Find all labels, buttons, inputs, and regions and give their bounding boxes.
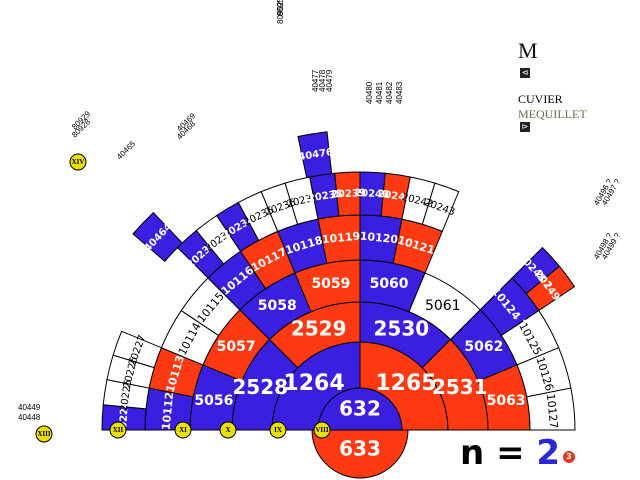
fan-cell-10125[interactable]: [500, 309, 560, 366]
fan-label-10112: 10112: [160, 391, 177, 430]
fan-cell-20233[interactable]: [195, 214, 242, 265]
fan-label-20238: 20238: [307, 189, 343, 205]
fan-label-5062: 5062: [464, 339, 503, 355]
generation-label-xi: XI: [179, 426, 187, 434]
root-person-bottom[interactable]: [311, 429, 409, 479]
fan-label-5056: 5056: [194, 393, 233, 409]
generation-marker-xiii[interactable]: [35, 425, 53, 443]
fan-label-20241: 20241: [377, 189, 413, 205]
fan-cell-20225[interactable]: [102, 379, 150, 410]
ancestor-number-40465: 40465: [115, 139, 137, 161]
ancestor-number-80953: 80953: [276, 0, 285, 16]
fan-cell-20241[interactable]: [380, 172, 411, 220]
generation-label-xiii: XIII: [37, 430, 51, 438]
fan-label-5063: 5063: [487, 393, 526, 409]
generation-marker-ix[interactable]: [269, 421, 287, 439]
fan-label-5058: 5058: [258, 298, 297, 314]
collapse-arrow-icon[interactable]: ⊲: [520, 68, 530, 78]
generation-marker-x[interactable]: [219, 421, 237, 439]
ancestor-number-40477: 40477: [311, 69, 320, 92]
fan-label-10119: 10119: [321, 230, 360, 247]
fan-label-2528: 2528: [232, 375, 288, 399]
generation-marker-xi[interactable]: [174, 421, 192, 439]
fan-cell-20227[interactable]: [112, 330, 163, 369]
fan-label-5060: 5060: [370, 276, 409, 292]
fan-label-2530: 2530: [373, 317, 429, 341]
fan-label-2531: 2531: [432, 375, 488, 399]
generation-equals: =: [496, 433, 525, 473]
fan-cell-20249[interactable]: [525, 265, 576, 312]
fan-label-5057: 5057: [217, 339, 256, 355]
fan-cell-20240[interactable]: [359, 171, 386, 217]
fan-cell-20232[interactable]: [176, 229, 225, 279]
ancestor-number-40449: 40449: [18, 403, 41, 412]
fan-extension-40476[interactable]: [297, 131, 333, 179]
fan-cell-20248[interactable]: [511, 246, 561, 295]
numbered-badge-icon[interactable]: 3: [563, 451, 575, 463]
generation-label-viii: VIII: [315, 426, 329, 434]
generation-marker-viii[interactable]: [313, 421, 331, 439]
fan-label-2529: 2529: [291, 317, 347, 341]
fan-label-5059: 5059: [311, 276, 350, 292]
ancestor-number-40482: 40482: [385, 81, 394, 104]
legend-surname-cuvier[interactable]: CUVIER: [518, 92, 563, 106]
legend-letter[interactable]: M: [518, 38, 538, 63]
fan-label-10127: 10127: [544, 393, 560, 429]
ancestor-number-40448: 40448: [18, 413, 41, 422]
ancestor-number-40481: 40481: [375, 81, 384, 104]
generation-marker-xiv[interactable]: [69, 153, 87, 171]
ancestor-number-80952: 80952: [276, 1, 285, 24]
fan-cell-20239[interactable]: [334, 171, 361, 217]
fan-label-20240: 20240: [354, 188, 389, 201]
fan-extension-40464[interactable]: [132, 211, 183, 263]
fan-cell-20243[interactable]: [421, 182, 460, 233]
fan-extension-label-40476: 40476: [298, 147, 334, 163]
generation-marker-xii[interactable]: [109, 421, 127, 439]
fan-cell-20234[interactable]: [215, 201, 260, 252]
fan-cell-20242[interactable]: [401, 176, 436, 225]
fan-cell-10126[interactable]: [516, 347, 572, 398]
generation-prefix: n: [460, 433, 485, 473]
ancestor-number-40478: 40478: [318, 69, 327, 92]
ancestor-number-40479: 40479: [325, 69, 334, 92]
fan-rings: [101, 131, 576, 479]
generation-count: n = 2: [460, 433, 560, 473]
fan-label-20225: 20225: [119, 379, 135, 412]
ancestor-number-40480: 40480: [365, 81, 374, 104]
fan-cell-20235[interactable]: [237, 190, 279, 242]
fan-label-1264: 1264: [283, 371, 344, 396]
generation-label-ix: IX: [274, 426, 282, 434]
ancestor-number-40483: 40483: [395, 81, 404, 104]
generation-label-xiv: XIV: [72, 158, 85, 166]
fan-label-10120: 10120: [359, 230, 399, 247]
fan-cell-10114[interactable]: [160, 309, 220, 366]
generation-label-xii: XII: [113, 426, 124, 434]
legend-surname-mequillet[interactable]: MEQUILLET: [518, 107, 587, 121]
generation-label-x: X: [225, 426, 230, 434]
fan-cell-10127[interactable]: [526, 387, 576, 431]
expand-arrow-icon[interactable]: ⊳: [520, 122, 530, 132]
root-bottom-label: 633: [339, 437, 381, 461]
fan-cell-20237[interactable]: [284, 176, 319, 225]
fan-cell-10115[interactable]: [180, 277, 241, 337]
root-top-label: 632: [339, 397, 381, 421]
fan-cell-5061[interactable]: [408, 272, 481, 341]
fan-label-20239: 20239: [331, 188, 366, 201]
fan-label-1265: 1265: [375, 371, 436, 396]
fan-label-5061: 5061: [425, 298, 461, 314]
generation-markers: XIII XII XI X IX VIII XIV: [35, 153, 331, 443]
generation-value: 2: [536, 433, 561, 473]
fan-cell-20226[interactable]: [106, 354, 155, 389]
